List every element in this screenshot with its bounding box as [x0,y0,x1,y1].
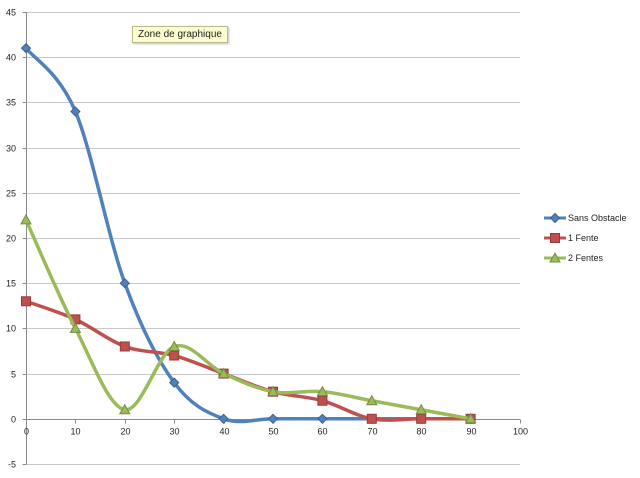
legend-item[interactable]: 1 Fente [544,233,599,243]
data-point[interactable] [119,277,131,289]
data-point[interactable] [20,42,32,54]
data-point[interactable] [119,341,130,352]
x-tick-label: 40 [219,427,229,437]
data-point[interactable] [366,413,377,424]
x-tick-label: 0 [24,427,29,437]
axes: -5 0 5 10 15 20 25 30 35 40 45 0 10 20 30 40 50 60 70 80 90 1… [6,8,528,470]
data-point[interactable] [70,106,81,117]
y-tick-label: 5 [11,370,16,380]
legend[interactable]: Sans Obstacle 1 Fente 2 Fentes [544,212,627,263]
legend-label: Sans Obstacle [568,213,627,223]
x-tick-label: 90 [466,427,476,437]
data-point[interactable] [21,296,31,307]
data-point[interactable] [415,403,428,415]
legend-item[interactable]: 2 Fentes [544,251,604,263]
data-point[interactable] [20,213,32,225]
data-point[interactable] [464,412,477,424]
x-tick-label: 10 [70,427,80,437]
legend-label: 2 Fentes [568,253,604,263]
x-tick-label: 60 [317,427,327,437]
data-point[interactable] [69,322,82,333]
data-point[interactable] [168,340,181,351]
y-tick-label: 15 [6,279,16,289]
x-tick-label: 80 [416,427,426,437]
x-tick-label: 50 [268,427,278,437]
y-tick-label: 45 [6,8,16,18]
data-point[interactable] [118,403,131,415]
legend-marker [549,212,561,224]
y-tick-label: 25 [6,189,16,199]
y-tick-label: 0 [11,415,16,425]
y-tick-label: 40 [6,53,16,63]
legend-marker [549,251,561,263]
data-point[interactable] [218,413,229,425]
y-tick-label: 35 [6,98,16,108]
x-tick-label: 30 [169,427,179,437]
y-tick-label: -5 [8,460,16,470]
data-point[interactable] [267,413,279,425]
y-tick-label: 20 [6,234,16,244]
data-point[interactable] [267,385,279,397]
y-tick-label: 30 [6,144,16,154]
gridlines [26,12,520,465]
data-point[interactable] [217,367,230,379]
series-layer[interactable] [20,42,477,425]
legend-item[interactable]: Sans Obstacle [544,212,627,224]
data-point[interactable] [317,395,328,406]
y-tick-label: 10 [6,324,16,334]
data-point[interactable] [169,350,180,361]
legend-label: 1 Fente [568,233,599,243]
chart-area-tooltip: Zone de graphique [132,26,228,43]
data-point[interactable] [316,385,329,397]
legend-marker [550,233,560,243]
data-point[interactable] [317,413,328,425]
series-line[interactable] [24,218,473,421]
x-tick-label: 100 [513,427,528,437]
x-tick-label: 20 [120,427,130,437]
series-sans-obstacle[interactable] [20,42,476,425]
data-point[interactable] [168,377,180,388]
x-tick-label: 70 [367,427,377,437]
series-2-fentes[interactable] [20,213,477,424]
data-point[interactable] [416,413,427,424]
data-point[interactable] [365,394,378,406]
